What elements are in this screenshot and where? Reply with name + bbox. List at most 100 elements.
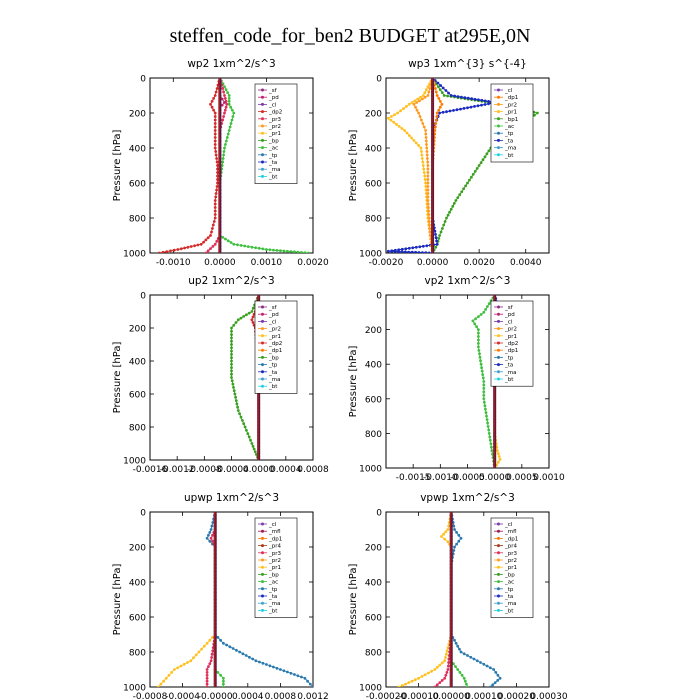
data-point — [490, 449, 494, 453]
data-point — [204, 251, 208, 253]
legend-marker — [497, 312, 500, 316]
data-point — [488, 685, 492, 687]
data-point — [479, 161, 483, 165]
data-point — [231, 647, 235, 650]
panel-title: up2 1xm^2/s^3 — [188, 275, 274, 287]
data-point — [182, 662, 186, 666]
data-point — [427, 213, 431, 216]
data-point — [255, 453, 258, 456]
data-point — [205, 682, 209, 686]
legend-marker — [261, 363, 264, 367]
data-point — [437, 97, 441, 100]
data-point — [485, 414, 488, 418]
data-point — [404, 682, 407, 686]
data-point — [443, 676, 447, 680]
data-point — [230, 359, 233, 363]
data-point — [205, 685, 209, 687]
legend-entry: _ta — [504, 138, 513, 144]
y-tick-label: 200 — [365, 110, 382, 120]
legend-marker — [261, 551, 264, 555]
legend-entry: _cl — [268, 522, 277, 528]
data-point — [475, 659, 479, 663]
data-point — [232, 323, 236, 327]
data-point — [487, 102, 490, 106]
y-tick-label: 1000 — [123, 457, 146, 467]
data-point — [425, 143, 428, 146]
data-point — [296, 250, 300, 253]
data-point — [444, 89, 448, 92]
legend-marker — [497, 587, 500, 591]
data-point — [434, 90, 438, 94]
data-point — [446, 668, 450, 671]
data-point — [482, 310, 486, 314]
data-point — [420, 157, 424, 160]
y-tick-label: 0 — [140, 292, 146, 302]
data-point — [293, 673, 296, 676]
data-point — [225, 136, 229, 139]
legend-marker — [497, 319, 500, 323]
data-point — [488, 435, 492, 439]
data-point — [230, 356, 233, 360]
data-point — [481, 373, 485, 376]
data-point — [242, 315, 246, 318]
data-point — [211, 636, 214, 639]
data-point — [536, 111, 539, 115]
data-point — [192, 656, 195, 660]
data-point — [468, 178, 471, 182]
legend-marker — [497, 95, 500, 99]
legend-entry: _pr2 — [504, 102, 517, 108]
legend-marker — [261, 174, 264, 178]
data-point — [205, 671, 209, 674]
data-point — [216, 178, 219, 181]
data-point — [479, 661, 482, 664]
data-point — [289, 671, 293, 675]
data-point — [440, 535, 443, 538]
data-point — [445, 110, 448, 114]
data-point — [213, 242, 217, 246]
data-point — [402, 107, 405, 110]
data-point — [403, 250, 407, 253]
data-point — [477, 98, 480, 102]
data-point — [211, 223, 215, 227]
y-tick-label: 400 — [365, 145, 382, 155]
data-point — [483, 99, 487, 103]
y-tick-label: 200 — [129, 110, 146, 120]
data-point — [453, 528, 456, 531]
data-point — [230, 329, 233, 333]
data-point — [223, 85, 226, 89]
data-point — [426, 188, 430, 192]
data-point — [447, 524, 450, 528]
data-point — [214, 90, 218, 94]
data-point — [407, 246, 411, 250]
data-point — [239, 244, 243, 247]
data-point — [483, 404, 487, 408]
legend-entry: _dp1 — [504, 348, 518, 354]
data-point — [496, 460, 500, 464]
data-point — [477, 164, 481, 167]
y-tick-label: 400 — [365, 361, 382, 371]
data-point — [252, 447, 256, 451]
x-tick-label: 0.0000 — [479, 473, 511, 483]
data-point — [275, 249, 279, 252]
data-point — [230, 349, 233, 353]
data-point — [459, 536, 463, 540]
data-point — [311, 685, 313, 687]
data-point — [438, 99, 442, 103]
x-tick-label: 0.00010 — [465, 692, 502, 700]
data-point — [213, 206, 217, 209]
y-tick-label: 1000 — [123, 684, 146, 694]
data-point — [202, 644, 206, 648]
data-point — [435, 242, 439, 246]
panel-title: wp3 1xm^{3} s^{-4} — [408, 58, 527, 70]
data-point — [303, 251, 307, 253]
x-tick-label: -0.0000 — [198, 692, 233, 700]
data-point — [425, 244, 429, 248]
data-point — [462, 652, 466, 656]
legend-entry: _pd — [268, 95, 279, 101]
data-point — [232, 111, 236, 115]
data-point — [418, 115, 422, 118]
data-point — [456, 196, 460, 200]
data-point — [477, 335, 480, 338]
legend-marker — [261, 587, 264, 591]
data-point — [213, 94, 217, 97]
